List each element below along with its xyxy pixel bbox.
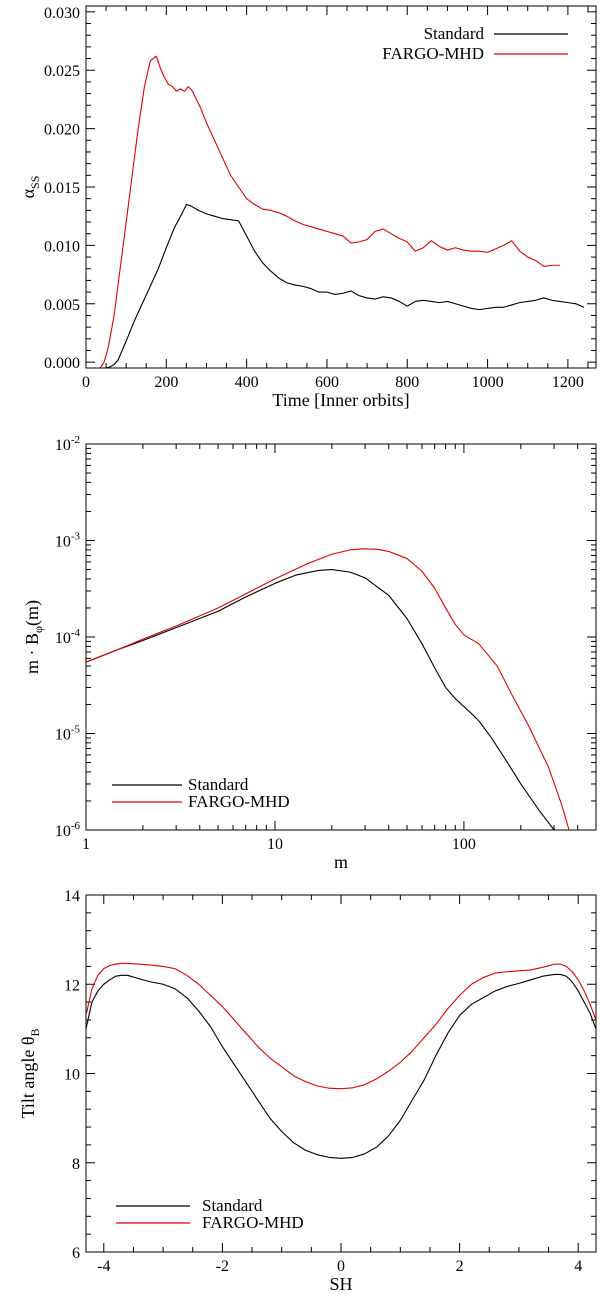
y-tick-exponent: -2 xyxy=(71,434,80,446)
x-tick-label: 2 xyxy=(456,1258,464,1275)
x-axis-label: m xyxy=(334,852,348,872)
y-axis-label-sub: φ xyxy=(31,626,45,633)
legend-label-standard: Standard xyxy=(188,775,249,794)
series-line-standard xyxy=(105,203,585,368)
plot-frame xyxy=(85,894,597,1253)
x-tick-label: 1000 xyxy=(472,374,504,391)
panel-alpha-vs-time: 0 200 400 600 800 1000 1200 0.000 0.005 0.010 0.01… xyxy=(18,5,597,410)
legend-label-fargo-mhd: FARGO-MHD xyxy=(188,792,290,811)
y-axis-label-tail: (m) xyxy=(22,600,43,626)
y-tick-exponent: -6 xyxy=(71,820,81,832)
y-tick-label: 10-6 xyxy=(55,820,81,840)
x-tick-label: 0 xyxy=(337,1258,345,1275)
y-tick-label: 10-3 xyxy=(55,531,81,551)
y-tick-label: 10-5 xyxy=(55,724,81,744)
series-line-standard xyxy=(86,973,596,1159)
series-line-fargo-mhd xyxy=(86,962,596,1090)
y-axis-label-main: m · B xyxy=(22,633,42,674)
y-tick-label: 12 xyxy=(64,977,80,994)
x-tick-label: 1 xyxy=(82,836,90,853)
x-tick-label: 400 xyxy=(235,374,259,391)
y-tick-base: 10 xyxy=(55,534,71,551)
y-tick-label: 0.010 xyxy=(44,238,80,255)
y-tick-label: 10 xyxy=(64,1067,80,1084)
x-tick-label: 1200 xyxy=(552,374,584,391)
y-tick-label: 0.025 xyxy=(44,63,80,80)
y-tick-base: 10 xyxy=(55,823,71,840)
x-axis-label: SH xyxy=(329,1274,352,1294)
y-tick-exponent: -5 xyxy=(71,724,81,736)
legend-label-fargo-mhd: FARGO-MHD xyxy=(382,44,484,63)
y-tick-label: 14 xyxy=(64,888,80,905)
legend-label-standard: Standard xyxy=(424,24,485,43)
y-axis-label-sub: B xyxy=(28,1029,42,1037)
x-tick-label: 10 xyxy=(267,836,283,853)
legend-label-standard: Standard xyxy=(202,1196,263,1215)
series-line-standard xyxy=(86,568,555,830)
y-tick-label: 10-2 xyxy=(55,434,80,454)
y-tick-label: 0.000 xyxy=(44,355,80,372)
x-tick-label: 4 xyxy=(574,1258,582,1275)
plot-frame xyxy=(85,5,597,369)
panel-tilt-angle: -4 -2 0 2 4 6 8 10 12 14 SH Tilt angle θB StandardFA… xyxy=(18,888,597,1294)
x-axis-label: Time [Inner orbits] xyxy=(272,390,409,410)
y-axis-label-main: Tilt angle θ xyxy=(18,1037,38,1119)
x-tick-label: -4 xyxy=(97,1258,110,1275)
series-line-fargo-mhd xyxy=(99,55,560,368)
y-axis-label-main: α xyxy=(18,188,38,198)
y-tick-exponent: -4 xyxy=(71,627,81,639)
y-tick-label: 6 xyxy=(72,1245,80,1262)
y-axis-label: m · Bφ(m) xyxy=(22,600,45,674)
y-tick-label: 0.015 xyxy=(44,180,80,197)
y-axis-label: αSS xyxy=(18,176,42,199)
y-tick-base: 10 xyxy=(55,437,71,454)
x-tick-label: 600 xyxy=(315,374,339,391)
y-tick-base: 10 xyxy=(55,727,71,744)
x-tick-label: 0 xyxy=(82,374,90,391)
legend-label-fargo-mhd: FARGO-MHD xyxy=(202,1213,304,1232)
x-tick-label: -2 xyxy=(216,1258,229,1275)
y-tick-label: 8 xyxy=(72,1156,80,1173)
x-tick-label: 200 xyxy=(154,374,178,391)
y-tick-exponent: -3 xyxy=(71,531,81,543)
series-line-fargo-mhd xyxy=(86,548,570,830)
y-tick-label: 0.005 xyxy=(44,297,80,314)
y-tick-label: 0.030 xyxy=(44,5,80,22)
x-tick-label: 100 xyxy=(452,836,476,853)
y-axis-label-sub: SS xyxy=(28,176,42,189)
y-tick-label: 10-4 xyxy=(55,627,81,647)
x-tick-label: 800 xyxy=(395,374,419,391)
plot-frame xyxy=(85,443,597,831)
y-tick-label: 0.020 xyxy=(44,122,80,139)
y-tick-base: 10 xyxy=(55,630,71,647)
y-axis-label: Tilt angle θB xyxy=(18,1029,42,1119)
